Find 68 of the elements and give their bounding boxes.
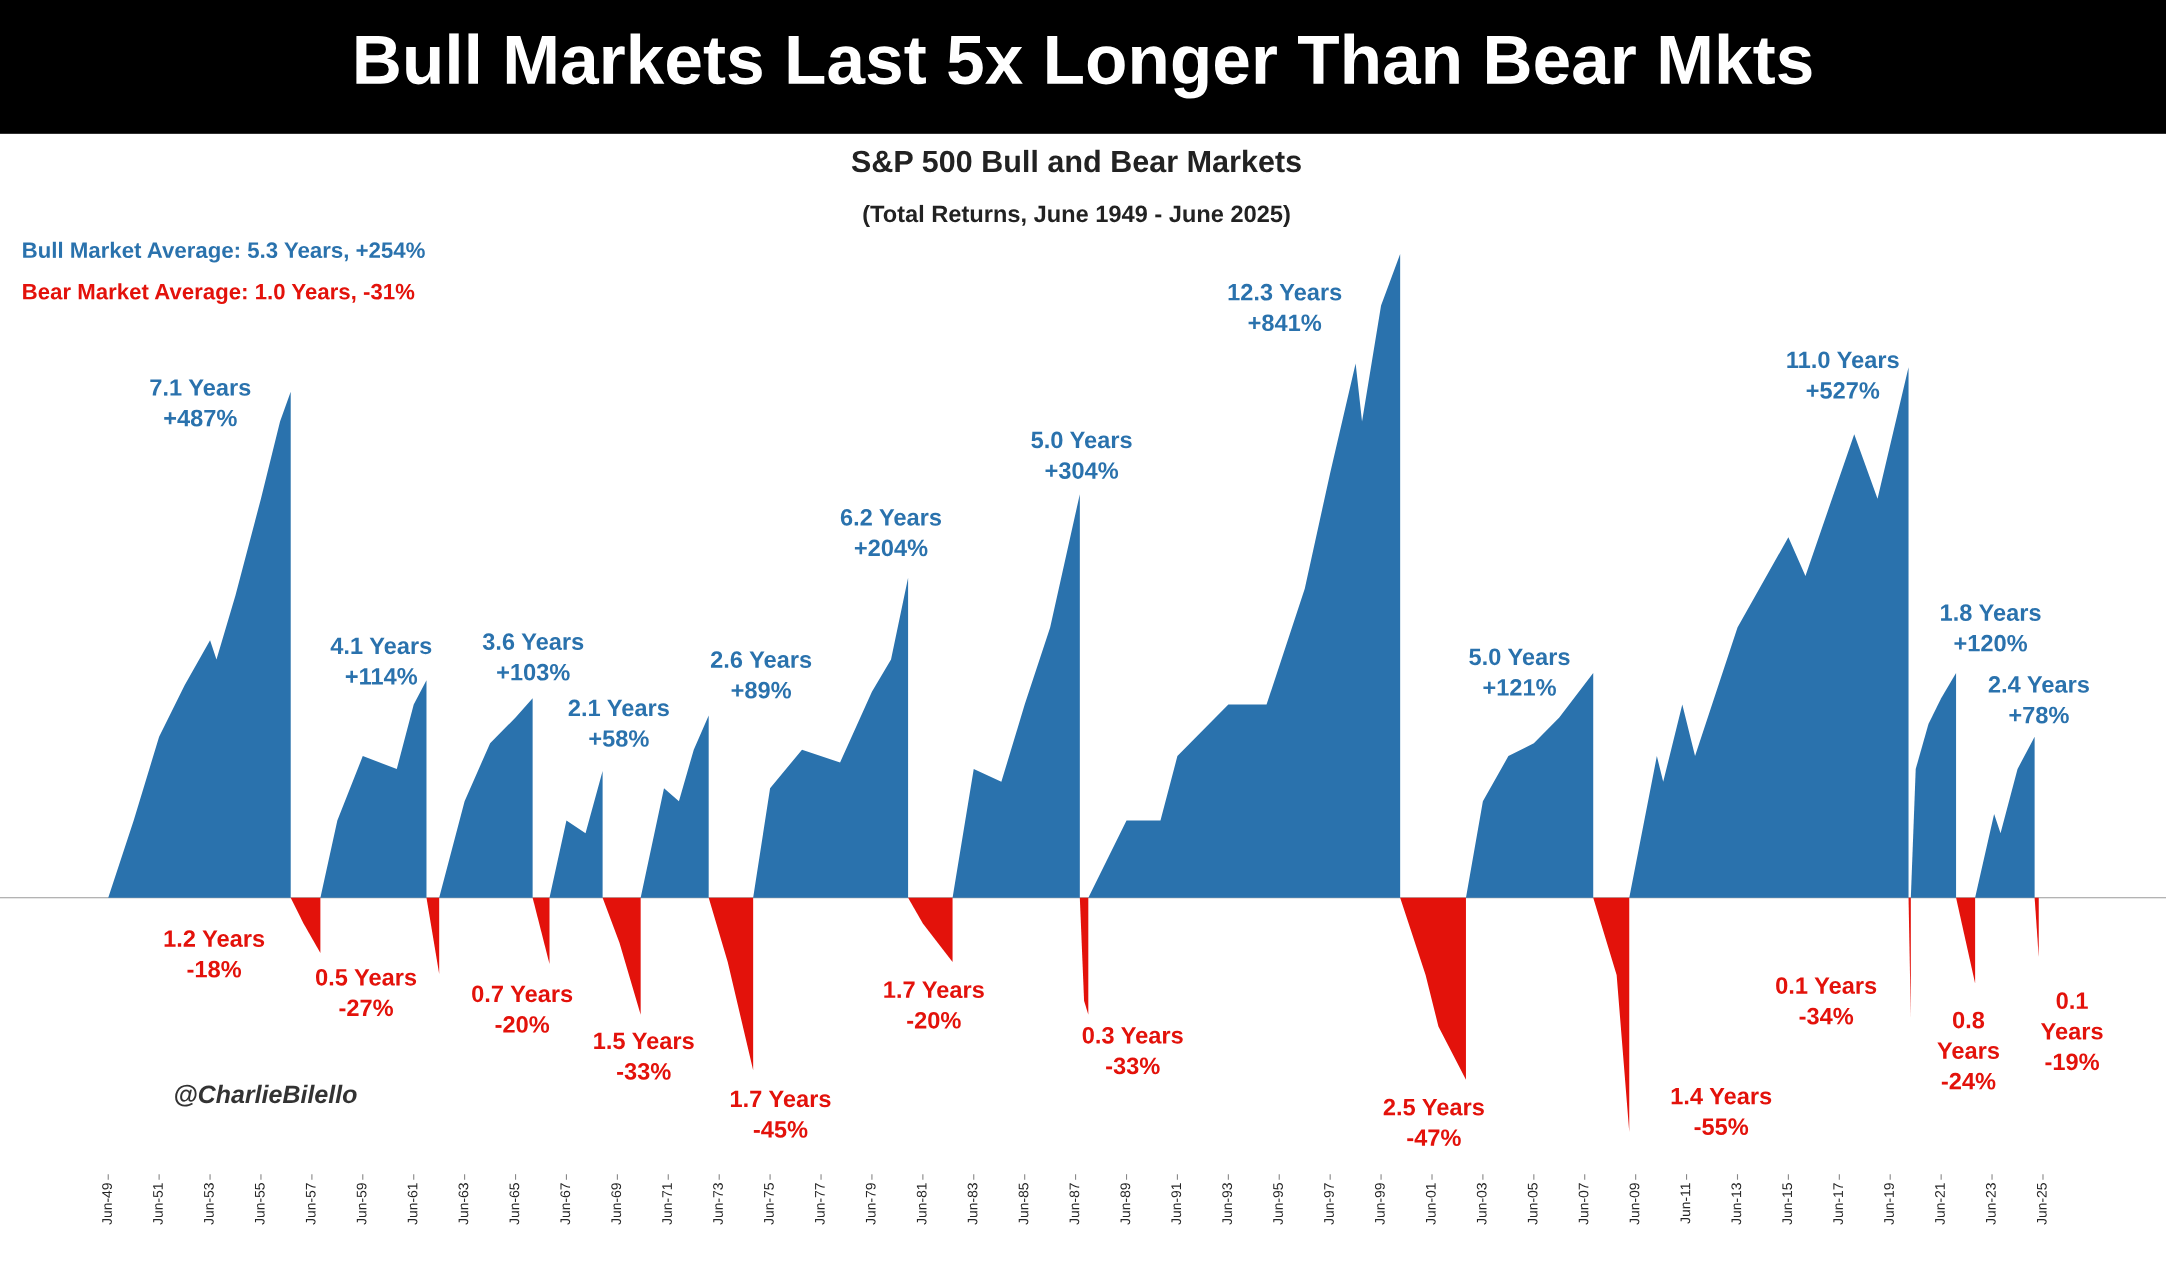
annotation: 1.8 Years +120% [1941,604,2041,652]
x-tick-label: Jun-87 [1069,1183,1080,1225]
annotation: 7.1 Years +487% [150,379,251,427]
x-tick-label: Jun-99 [1374,1183,1385,1225]
x-tick-label: Jun-03 [1476,1183,1487,1225]
x-tick-label: Jun-89 [1120,1183,1131,1225]
x-tick-label: Jun-79 [865,1183,876,1225]
annotation: 6.2 Years +204% [840,508,942,557]
annotation: 2.4 Years +78% [1988,676,2089,724]
x-tick-label: Jun-67 [560,1183,571,1225]
x-tick-label: Jun-63 [458,1183,469,1225]
x-tick-label: Jun-55 [254,1183,265,1225]
annotation: 5.0 Years +304% [1031,431,1132,479]
x-tick-label: Jun-65 [509,1183,520,1225]
x-tick-label: Jun-11 [1680,1183,1691,1224]
annotation: Bear Market Average: 1.0 Years, -31% [23,283,415,305]
chart-title: Bull Markets Last 5x Longer Than Bear Mkts [356,33,1812,99]
x-tick-label: Jun-75 [764,1183,774,1225]
x-tick-label: Jun-85 [1018,1183,1029,1225]
x-tick-label: Jun-01 [1425,1183,1436,1225]
annotation: 2.5 Years -47% [1383,1098,1484,1147]
chart-subtitle: S&P 500 Bull and Bear Markets (Total Returns, June 1949 - June 2025) [851,149,1301,227]
x-tick-label: Jun-49 [102,1183,112,1225]
x-tick-label: Jun-17 [1833,1183,1844,1225]
annotation: Bull Market Average: 5.3 Years, +254% [23,241,425,263]
annotation: 1.4 Years -55% [1671,1087,1772,1136]
annotation: 2.1 Years +58% [568,699,669,747]
x-tick-label: Jun-09 [1629,1183,1640,1225]
annotation: 1.7 Years -45% [730,1090,831,1138]
annotation: 1.7 Years -20% [884,981,984,1029]
x-tick-label: Jun-57 [305,1183,316,1225]
x-tick-label: Jun-69 [611,1183,622,1225]
annotation: 0.3 Years -33% [1082,1026,1183,1075]
x-tick-label: Jun-51 [153,1183,163,1225]
annotation: 12.3 Years +841% [1228,283,1342,332]
annotation: 0.7 Years -20% [472,985,573,1033]
x-tick-label: Jun-21 [1935,1183,1945,1225]
x-tick-label: Jun-07 [1578,1183,1589,1225]
x-tick-label: Jun-93 [1222,1183,1233,1225]
annotation: 1.2 Years -18% [164,930,265,978]
annotation: 0.8 Years -24% [1937,1011,2000,1090]
annotation: 0.1 Years -19% [2040,992,2103,1071]
annotation: 1.5 Years -33% [594,1032,694,1080]
annotation: 5.0 Years +121% [1469,648,1570,696]
annotation: 0.1 Years -34% [1776,977,1877,1025]
x-tick-label: Jun-77 [815,1183,825,1225]
x-tick-label: Jun-95 [1273,1183,1283,1225]
annotation: 3.6 Years +103% [482,633,584,681]
x-tick-label: Jun-15 [1782,1183,1793,1225]
annotation: 2.6 Years +89% [710,651,812,699]
x-tick-label: Jun-19 [1884,1183,1894,1225]
x-tick-label: Jun-73 [713,1183,723,1225]
x-tick-label: Jun-97 [1324,1183,1334,1225]
x-tick-label: Jun-25 [2036,1183,2047,1225]
annotation: 0.5 Years -27% [316,968,417,1017]
annotation: @CharlieBilello [175,1084,357,1107]
x-tick-label: Jun-61 [407,1183,418,1225]
x-tick-label: Jun-13 [1731,1183,1742,1225]
x-tick-label: Jun-91 [1171,1183,1182,1225]
x-tick-label: Jun-59 [356,1183,367,1225]
x-tick-label: Jun-53 [203,1183,214,1225]
x-tick-label: Jun-23 [1985,1183,1996,1225]
x-tick-label: Jun-05 [1527,1183,1538,1225]
annotation: 4.1 Years +114% [330,637,432,685]
x-tick-label: Jun-71 [662,1183,672,1225]
annotation: 11.0 Years +527% [1787,351,1899,399]
x-tick-label: Jun-83 [967,1183,978,1225]
x-tick-label: Jun-81 [916,1183,927,1225]
